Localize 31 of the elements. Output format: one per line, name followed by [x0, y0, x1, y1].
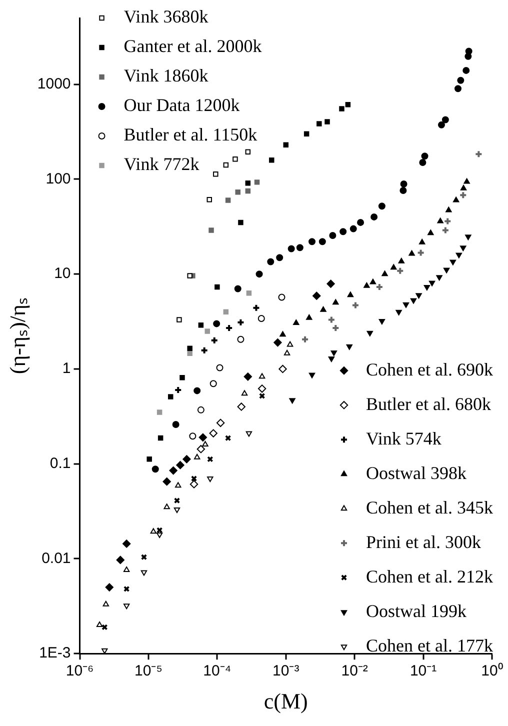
x-tick-label: 10⁻⁵: [134, 662, 162, 680]
legend-label: Cohen et al. 177k: [366, 635, 493, 656]
legend-label: Cohen et al. 212k: [366, 566, 493, 586]
x-tick-label: 10⁻¹: [410, 662, 437, 680]
y-tick-label: 1000: [37, 75, 71, 92]
legend-label: Our Data 1200k: [124, 95, 240, 116]
y-tick-label: 100: [46, 170, 71, 188]
legend-label: Butler et al. 1150k: [124, 124, 258, 145]
y-tick-label: 1E-3: [39, 644, 71, 662]
legend-label: Butler et al. 680k: [366, 394, 491, 414]
x-axis-title: c(M): [264, 688, 308, 714]
x-tick-label: 10⁻⁴: [203, 662, 232, 680]
legend-label: Oostwal 199k: [366, 600, 466, 621]
legend-label: Vink 3680k: [124, 6, 208, 27]
x-tick-label: 10⁻²: [341, 662, 368, 680]
legend-label: Cohen et al. 690k: [366, 359, 493, 380]
legend-label: Ganter et al. 2000k: [124, 36, 262, 56]
x-tick-label: 10⁻⁶: [66, 662, 94, 680]
x-tick-label: 10⁰: [481, 662, 503, 680]
legend-label: Vink 772k: [124, 154, 200, 174]
legend-label: Prini et al. 300k: [366, 532, 481, 552]
y-tick-label: 10: [54, 265, 71, 282]
x-tick-label: 10⁻³: [272, 662, 300, 680]
y-tick-label: 0.01: [42, 550, 71, 567]
y-tick-label: 0.1: [50, 454, 71, 472]
legend-label: Vink 1860k: [124, 66, 208, 86]
legend-label: Oostwal 398k: [366, 462, 466, 483]
legend-label: Vink 574k: [366, 428, 442, 448]
legend-label: Cohen et al. 345k: [366, 497, 493, 518]
y-tick-label: 1: [62, 360, 71, 378]
y-axis-title: (η-ηₛ)/ηₛ: [4, 297, 30, 374]
